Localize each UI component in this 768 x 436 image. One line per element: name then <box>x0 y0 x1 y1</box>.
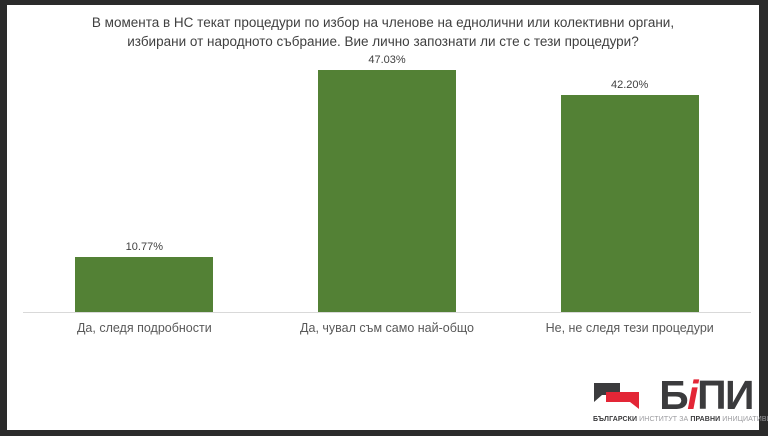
speech-bubbles-icon <box>594 383 639 409</box>
x-axis-line <box>23 312 751 313</box>
logo-letters-pi: ПИ <box>697 372 754 419</box>
category-labels-row: Да, следя подробности Да, чувал съм само… <box>23 321 751 335</box>
category-label-1: Да, следя подробности <box>76 321 212 335</box>
logo-subtext-bold-1: БЪЛГАРСКИ <box>593 416 638 423</box>
logo-letter-i: і <box>687 372 698 419</box>
logo-subtext-bold-2: ПРАВНИ <box>690 416 721 423</box>
bar-2 <box>318 70 456 313</box>
chart-canvas: В момента в НС текат процедури по избор … <box>7 5 768 430</box>
bar-group-2: 47.03% <box>266 54 509 313</box>
logo-subtext: БЪЛГАРСКИ ИНСТИТУТ ЗА ПРАВНИ ИНИЦИАТИВИ <box>593 416 768 423</box>
bipi-logo-top: БіПИ <box>593 375 754 416</box>
logo-subtext-light-2: ИНИЦИАТИВИ <box>720 416 768 423</box>
bar-3 <box>560 95 699 313</box>
chart-title-line-1: В момента в НС текат процедури по избор … <box>91 15 675 30</box>
logo-subtext-light-1: ИНСТИТУТ ЗА <box>637 416 691 423</box>
bars-row: 10.77% 47.03% 42.20% <box>23 54 751 313</box>
plot-area: 10.77% 47.03% 42.20% <box>23 54 751 313</box>
bipi-logo: БіПИ БЪЛГАРСКИ ИНСТИТУТ ЗА ПРАВНИ ИНИЦИА… <box>593 375 768 423</box>
category-label-2: Да, чувал съм само най-общо <box>300 321 474 335</box>
bar-value-label-2: 47.03% <box>368 54 406 66</box>
bar-group-3: 42.20% <box>508 79 751 313</box>
bar-group-1: 10.77% <box>23 241 266 313</box>
chart-title-line-2: избирани от народното събрание. Вие личн… <box>127 33 639 49</box>
bar-value-label-1: 10.77% <box>125 241 163 253</box>
logo-wordmark: БіПИ <box>659 375 754 416</box>
bar-1 <box>75 257 214 313</box>
chart-title: В момента в НС текат процедури по избор … <box>7 14 759 52</box>
bar-value-label-3: 42.20% <box>611 79 649 91</box>
category-label-3: Не, не следя тези процедури <box>545 321 714 335</box>
logo-letter-b: Б <box>659 372 688 419</box>
